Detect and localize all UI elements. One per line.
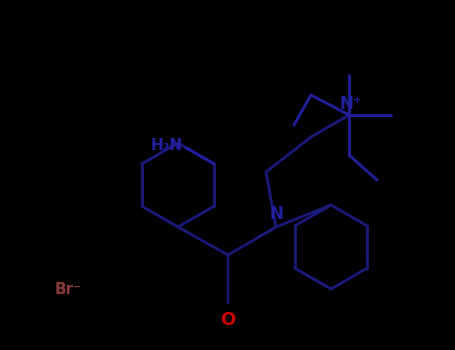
Text: Br⁻: Br⁻	[55, 282, 82, 298]
Text: O: O	[220, 311, 236, 329]
Text: N: N	[269, 205, 283, 223]
Text: N⁺: N⁺	[340, 95, 362, 113]
Text: H₂N: H₂N	[150, 139, 182, 154]
